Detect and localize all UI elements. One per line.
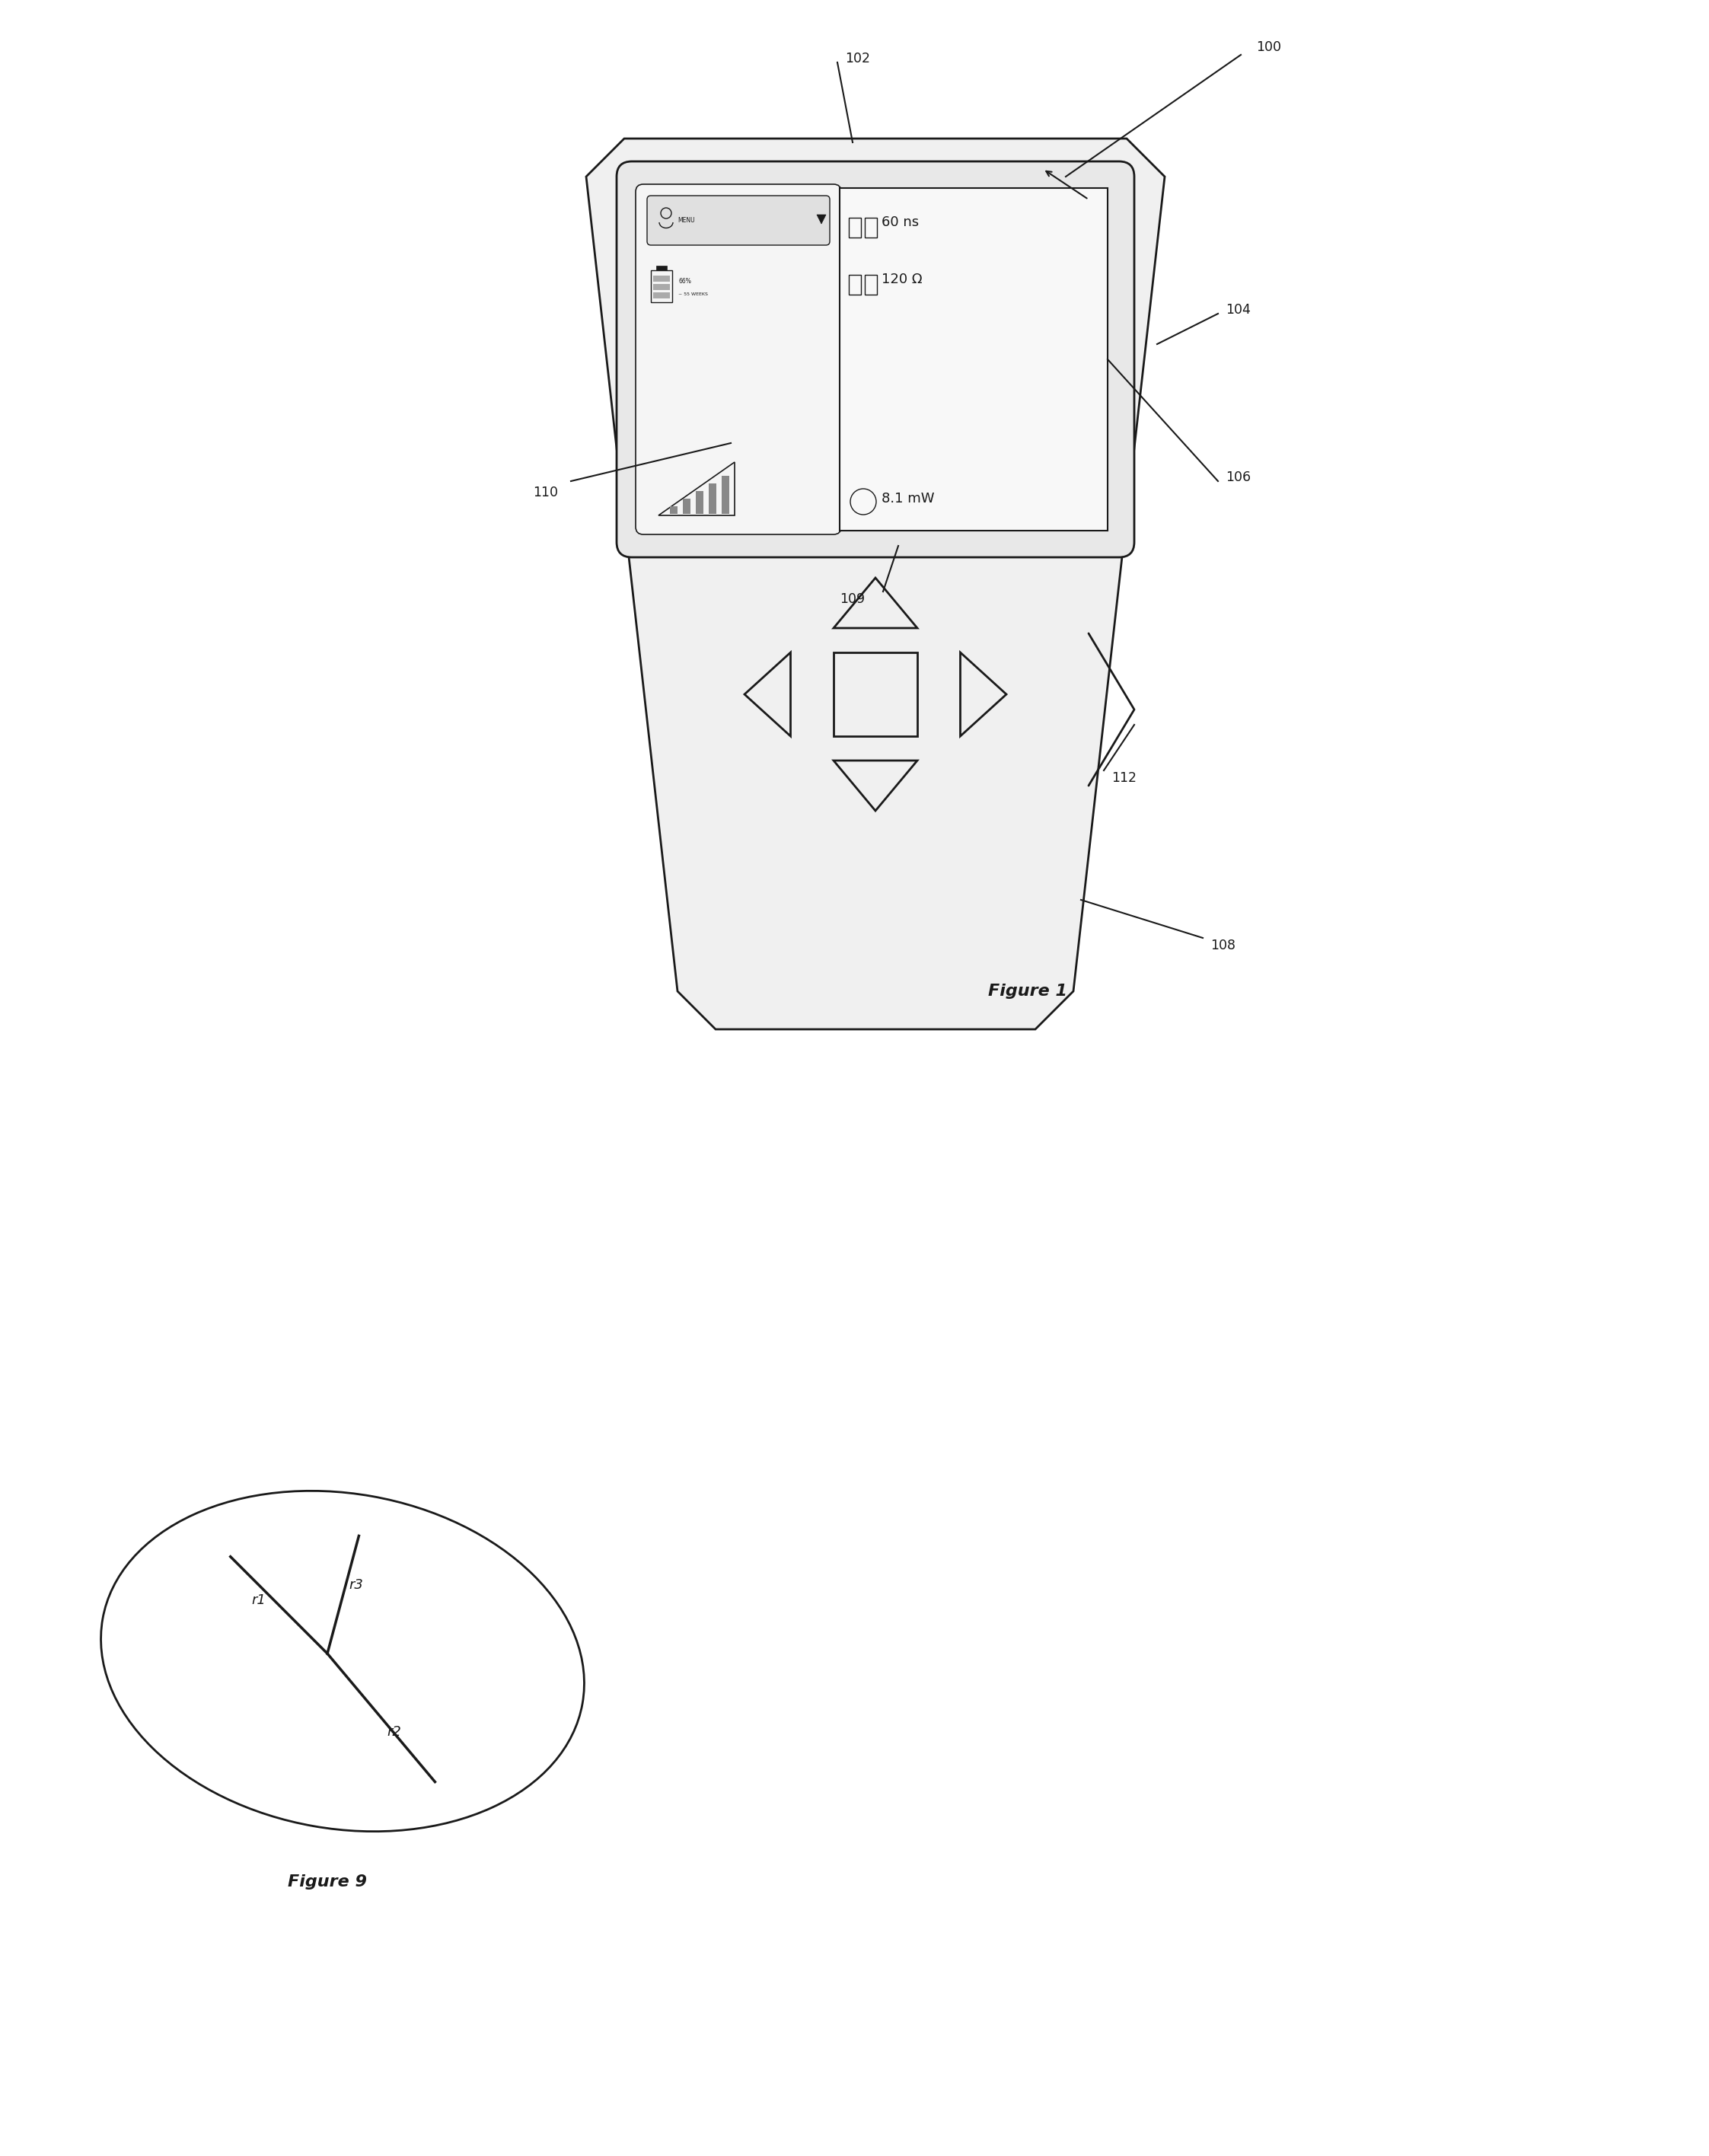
Bar [651, 270, 672, 302]
Bar [839, 188, 1107, 530]
Text: 8.1 mW: 8.1 mW [882, 492, 935, 505]
Bar [721, 476, 730, 513]
Bar [653, 293, 670, 298]
FancyBboxPatch shape [617, 162, 1135, 556]
FancyBboxPatch shape [648, 196, 831, 246]
Text: 120 Ω: 120 Ω [882, 272, 923, 287]
Text: Figure 9: Figure 9 [287, 1874, 367, 1889]
Bar [684, 498, 690, 513]
Text: MENU: MENU [677, 218, 696, 224]
Text: ~ 55 WEEKS: ~ 55 WEEKS [678, 293, 708, 295]
Text: 66%: 66% [678, 278, 690, 285]
Text: 100: 100 [1256, 41, 1282, 54]
Text: 109: 109 [841, 593, 865, 606]
Bar [696, 492, 704, 513]
Bar [653, 276, 670, 282]
Text: 106: 106 [1225, 470, 1251, 485]
Bar [834, 653, 918, 735]
Text: r1: r1 [251, 1593, 267, 1606]
Text: 102: 102 [844, 52, 870, 65]
PathPatch shape [586, 138, 1166, 1028]
Text: 60 ns: 60 ns [882, 216, 919, 229]
Text: Figure 1: Figure 1 [988, 983, 1066, 998]
Bar [865, 218, 877, 237]
Text: 112: 112 [1111, 772, 1136, 785]
Bar [670, 507, 677, 513]
Bar [709, 483, 716, 513]
Polygon shape [817, 216, 825, 224]
Text: r2: r2 [386, 1725, 402, 1738]
Text: 110: 110 [533, 485, 559, 500]
Bar [865, 274, 877, 295]
Bar [849, 274, 861, 295]
Bar [653, 285, 670, 291]
Text: 104: 104 [1225, 304, 1251, 317]
Bar [656, 265, 667, 270]
FancyBboxPatch shape [636, 183, 841, 535]
Text: r3: r3 [349, 1578, 364, 1591]
Text: 108: 108 [1210, 938, 1236, 953]
Bar [849, 218, 861, 237]
